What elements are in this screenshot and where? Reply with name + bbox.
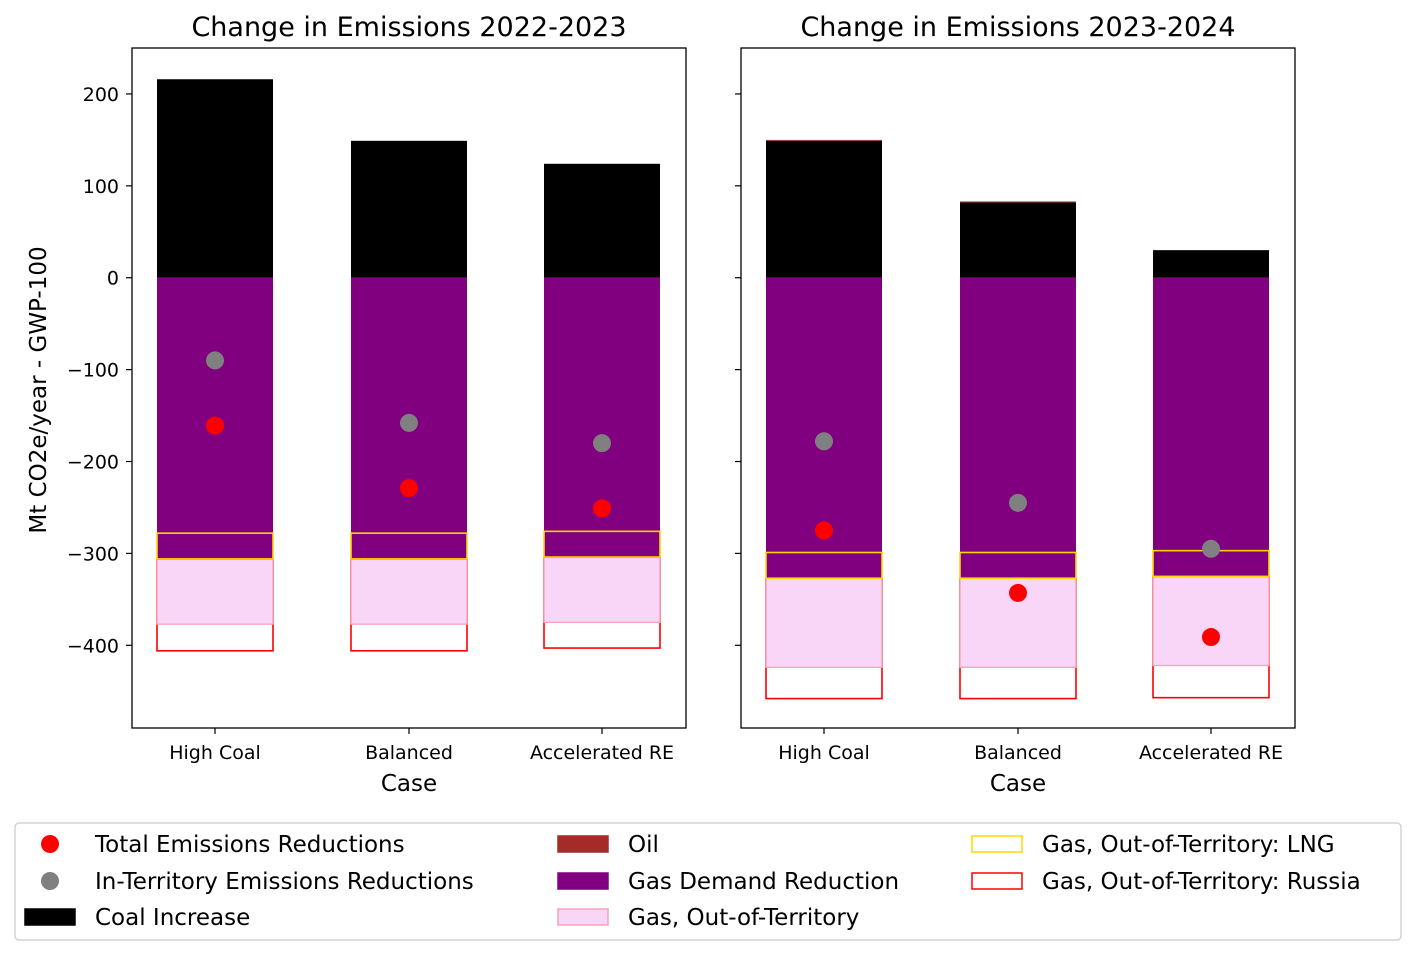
bar-gas-demand-reduction: [960, 277, 1076, 579]
plot-frame: [740, 47, 1296, 729]
point-total-reduction: [815, 521, 833, 540]
legend-label: Total Emissions Reductions: [94, 832, 405, 858]
legend-label: Gas, Out-of-Territory: [628, 905, 859, 931]
chart-panel-1: High Coal Balanced Accelerated RE 200 100 0 −1…: [26, 12, 687, 797]
x-tick-label: Accelerated RE: [530, 742, 674, 764]
point-in-territory-reduction: [593, 434, 611, 453]
legend-swatch: [971, 835, 1023, 853]
legend-label: Oil: [628, 832, 659, 858]
chart-title: Change in Emissions 2022-2023: [191, 12, 626, 43]
y-tick-label: −400: [67, 635, 119, 657]
y-tick-label: 0: [107, 268, 119, 290]
point-in-territory-reduction: [815, 432, 833, 451]
legend-swatch: [557, 872, 609, 890]
y-tick-label: −200: [67, 452, 119, 474]
point-total-reduction: [593, 499, 611, 518]
x-axis-label: Case: [990, 771, 1046, 797]
point-in-territory-reduction: [400, 413, 418, 432]
legend-label: Coal Increase: [95, 905, 250, 931]
point-total-reduction: [206, 416, 224, 435]
point-total-reduction: [1009, 583, 1027, 602]
bar-coal-increase: [960, 202, 1076, 278]
y-axis-label: Mt CO2e/year - GWP-100: [26, 246, 52, 533]
x-axis-label: Case: [381, 771, 437, 797]
x-tick-label: Balanced: [974, 742, 1062, 764]
bar-gas-oot-lng: [156, 532, 274, 560]
legend-frame: [14, 822, 1402, 941]
legend-swatch: [24, 908, 76, 926]
legend: Total Emissions Reductions In-Territory E…: [14, 822, 1402, 941]
point-total-reduction: [1202, 628, 1220, 647]
bar-gas-oot: [543, 556, 661, 623]
bar-coal-increase: [1153, 250, 1269, 278]
chart-title: Change in Emissions 2023-2024: [800, 12, 1235, 43]
bar-gas-oot-lng: [543, 530, 661, 558]
legend-swatch: [971, 872, 1023, 890]
legend-label: Gas Demand Reduction: [628, 869, 899, 895]
y-tick-label: −100: [67, 360, 119, 382]
bar-gas-oot-lng: [765, 551, 883, 580]
legend-label: In-Territory Emissions Reductions: [95, 869, 474, 895]
x-tick-label: High Coal: [778, 742, 870, 764]
bar-gas-oot: [1152, 575, 1270, 667]
point-total-reduction: [400, 479, 418, 498]
legend-swatch: [557, 908, 609, 926]
legend-marker: [41, 872, 59, 890]
bar-gas-oot-lng: [959, 551, 1077, 580]
bar-gas-demand-reduction: [1153, 277, 1269, 577]
x-tick-label: Accelerated RE: [1139, 742, 1283, 764]
bar-coal-increase: [157, 79, 273, 278]
bar-gas-oot: [156, 558, 274, 625]
bar-coal-increase: [544, 163, 660, 278]
y-tick-label: 100: [83, 176, 119, 198]
point-in-territory-reduction: [1009, 493, 1027, 512]
point-in-territory-reduction: [1202, 539, 1220, 558]
bar-oil: [960, 201, 1076, 203]
legend-label: Gas, Out-of-Territory: Russia: [1042, 869, 1361, 895]
x-tick-label: Balanced: [365, 742, 453, 764]
bar-coal-increase: [351, 140, 467, 278]
bar-gas-oot: [765, 577, 883, 669]
legend-marker: [41, 835, 59, 853]
bar-gas-oot: [350, 558, 468, 625]
plot-frame: [131, 47, 687, 729]
legend-label: Gas, Out-of-Territory: LNG: [1042, 832, 1335, 858]
bar-coal-increase: [766, 140, 882, 278]
y-tick-label: −300: [67, 543, 119, 565]
bar-oil: [766, 139, 882, 141]
chart-panel-2: High Coal Balanced Accelerated RE Change in…: [735, 12, 1296, 797]
point-in-territory-reduction: [206, 351, 224, 370]
y-tick-label: 200: [83, 84, 119, 106]
legend-swatch: [557, 835, 609, 853]
bar-gas-oot-lng: [350, 532, 468, 560]
x-tick-label: High Coal: [169, 742, 261, 764]
